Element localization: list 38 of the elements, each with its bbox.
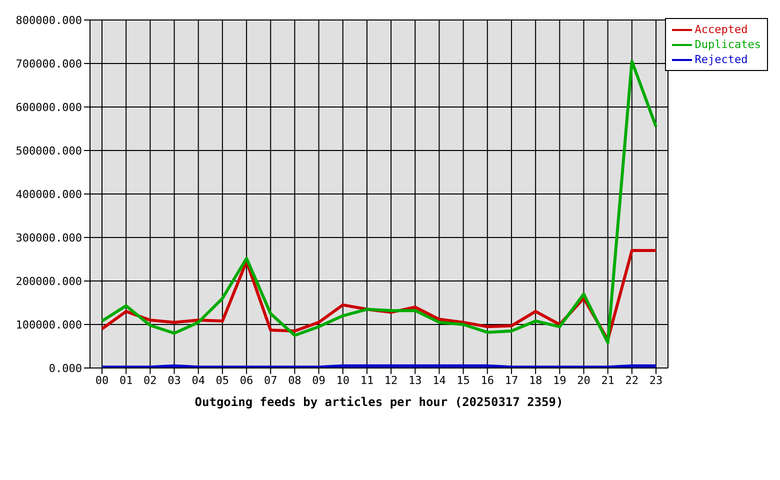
y-tick-label: 600000.000	[16, 100, 82, 114]
line-series	[100, 60, 658, 344]
x-tick-label: 16	[480, 374, 494, 387]
x-tick-label: 14	[432, 374, 446, 387]
x-tick-label: 11	[360, 374, 374, 387]
x-tick-label: 12	[384, 374, 398, 387]
y-tick-label: 200000.000	[16, 274, 82, 288]
x-tick-label: 01	[119, 374, 133, 387]
y-tick-label: 400000.000	[16, 188, 82, 201]
x-tick-label: 18	[528, 374, 542, 387]
x-tick-label: 07	[264, 374, 278, 387]
x-axis-title: Outgoing feeds by articles per hour (20250317 2359)	[194, 395, 564, 409]
x-tick-label: 23	[649, 374, 663, 387]
y-tick-label: 300000.000	[16, 231, 82, 244]
x-tick-label: 09	[312, 374, 326, 387]
legend-label: Accepted	[694, 22, 748, 37]
x-tick-label: 21	[601, 374, 614, 387]
x-tick-label: 19	[553, 374, 566, 387]
x-tick-label: 05	[216, 374, 230, 387]
x-tick-label: 06	[240, 374, 254, 387]
legend-label: Duplicates	[694, 37, 761, 52]
x-tick-label: 00	[95, 374, 109, 387]
y-tick-label: 100000.000	[16, 318, 82, 332]
y-tick-label: 800000.000	[16, 14, 82, 27]
x-tick-label: 22	[625, 374, 639, 387]
x-tick-label: 02	[144, 374, 157, 387]
y-tick-label: 700000.000	[16, 57, 82, 70]
legend-label: Rejected	[694, 52, 748, 67]
x-tick-label: 20	[577, 374, 590, 387]
x-tick-label: 13	[408, 374, 422, 387]
y-tick-label: 500000.000	[16, 144, 82, 158]
y-tick-label: 0.000	[48, 362, 82, 375]
x-tick-label: 03	[168, 374, 181, 387]
x-tick-label: 08	[288, 374, 302, 387]
x-tick-label: 04	[192, 374, 206, 387]
x-tick-label: 15	[456, 374, 470, 387]
x-tick-label: 17	[504, 374, 518, 387]
x-tick-label: 10	[336, 374, 350, 387]
